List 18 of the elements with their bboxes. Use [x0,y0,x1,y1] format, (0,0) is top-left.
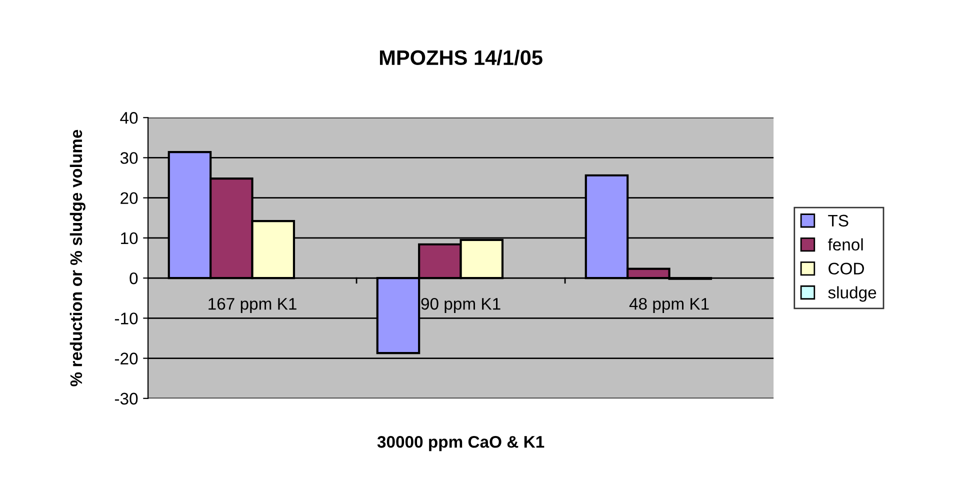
x-tick-label: 90 ppm K1 [421,298,500,314]
x-tick-label: 48 ppm K1 [629,298,709,314]
x-tick-label: 167 ppm K1 [208,298,296,314]
legend-label: TS [828,214,848,227]
y-tick-label: 20 [120,192,138,204]
y-tick-label: 0 [130,272,138,284]
legend-label: COD [828,262,864,274]
legend-label: sludge [828,286,876,302]
legend-label: fenol [828,238,863,251]
x-axis-title: 30000 ppm CaO & K1 [377,436,544,452]
y-tick-label: -20 [114,352,138,364]
y-tick-label: -30 [114,392,138,405]
chart-title: MPOZHS 14/1/05 [380,50,542,66]
y-axis-title: % reduction or % sludge volume [70,130,86,386]
y-tick-label: 10 [121,232,138,244]
y-tick-label: 30 [120,152,138,164]
y-tick-label: 40 [120,112,138,124]
y-tick-label: -10 [114,312,138,324]
